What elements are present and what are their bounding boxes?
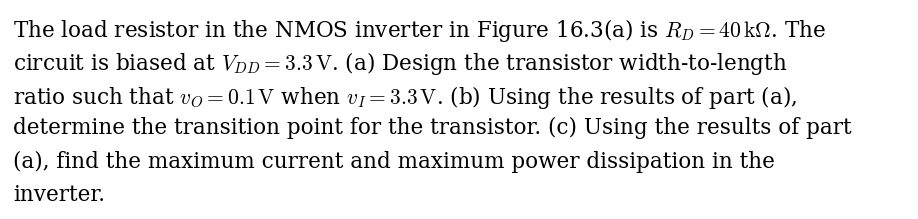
- Text: The load resistor in the NMOS inverter in Figure 16.3(a) is $R_D = 40\,\mathrm{k: The load resistor in the NMOS inverter i…: [13, 16, 826, 44]
- Text: determine the transition point for the transistor. (c) Using the results of part: determine the transition point for the t…: [13, 117, 852, 139]
- Text: (a), find the maximum current and maximum power dissipation in the: (a), find the maximum current and maximu…: [13, 151, 775, 173]
- Text: inverter.: inverter.: [13, 184, 105, 206]
- Text: ratio such that $v_O = 0.1\,\mathrm{V}$ when $v_I = 3.3\,\mathrm{V}$. (b) Using : ratio such that $v_O = 0.1\,\mathrm{V}$ …: [13, 84, 797, 111]
- Text: circuit is biased at $V_{DD} = 3.3\,\mathrm{V}$. (a) Design the transistor width: circuit is biased at $V_{DD} = 3.3\,\mat…: [13, 50, 788, 77]
